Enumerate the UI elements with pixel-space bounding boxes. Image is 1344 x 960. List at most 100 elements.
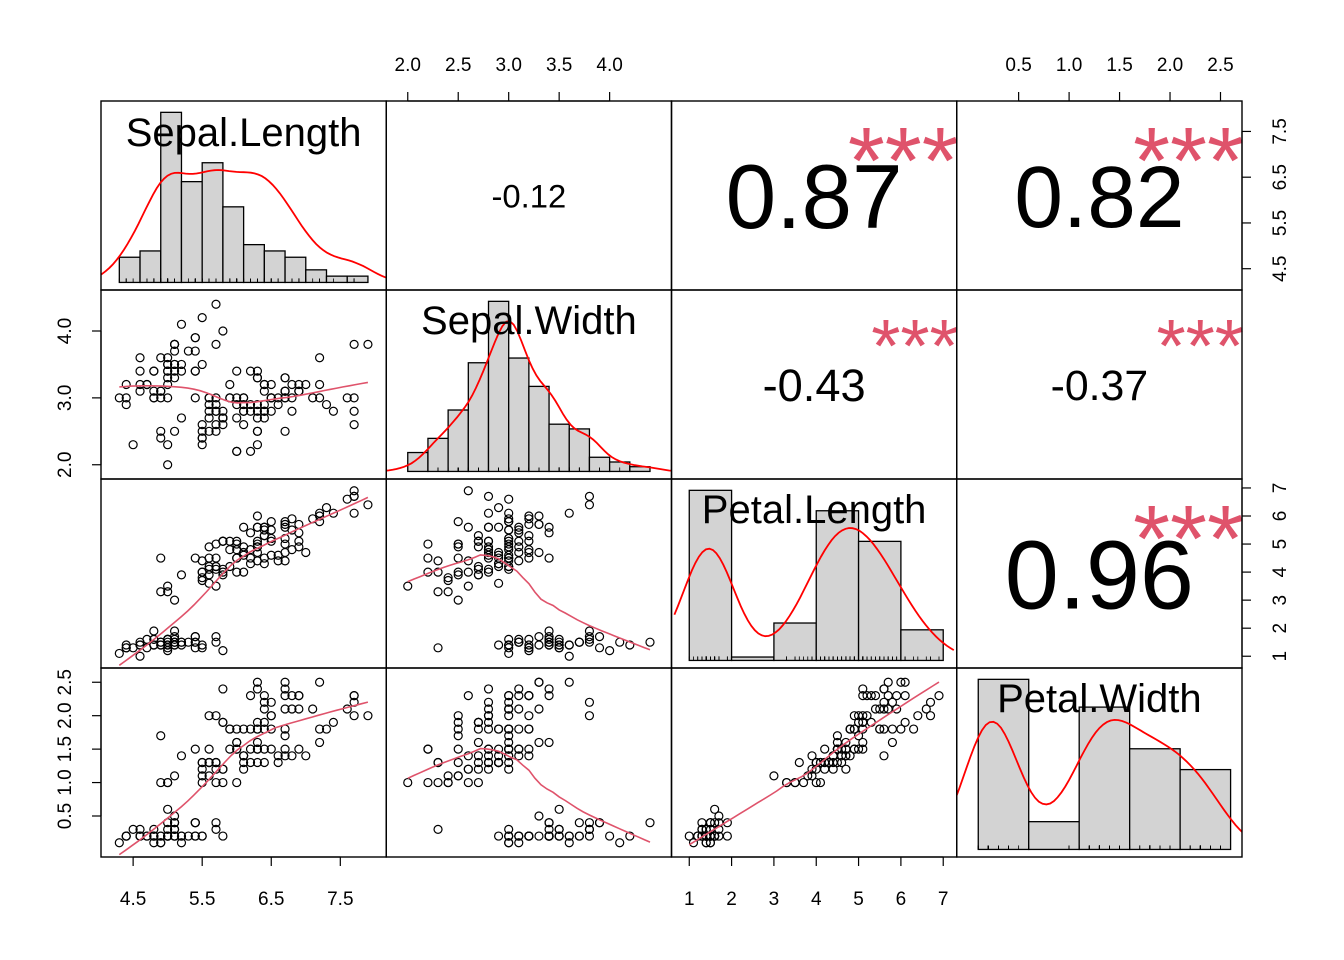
- data-point: [473, 751, 484, 761]
- data-point: [280, 522, 290, 532]
- data-point: [483, 567, 494, 577]
- data-point: [280, 677, 290, 687]
- data-point: [815, 777, 826, 788]
- data-point: [584, 634, 595, 645]
- data-point: [862, 711, 872, 721]
- data-point: [524, 724, 534, 734]
- data-point: [875, 724, 885, 734]
- data-point: [121, 399, 131, 410]
- data-point: [574, 818, 584, 828]
- data-point: [169, 346, 180, 356]
- tick-label: 2: [1270, 623, 1291, 634]
- data-point: [625, 640, 635, 650]
- data-point: [211, 426, 221, 436]
- data-point: [176, 838, 187, 848]
- data-point: [156, 433, 166, 443]
- data-point: [504, 751, 514, 761]
- data-point: [197, 764, 207, 774]
- data-point: [403, 777, 413, 788]
- histogram-bar: [118, 256, 141, 284]
- tick-label: 6.5: [258, 889, 284, 910]
- data-point: [564, 651, 574, 661]
- data-point: [176, 570, 187, 580]
- axis-top-sepal-width: 2.0 2.5 3.0 3.5 4.0: [395, 55, 623, 102]
- data-point: [483, 724, 494, 734]
- data-point: [218, 684, 228, 694]
- data-point: [688, 838, 699, 848]
- data-point: [514, 751, 524, 761]
- data-point: [169, 373, 180, 383]
- data-point: [197, 556, 207, 566]
- data-point: [433, 567, 443, 577]
- data-point: [514, 556, 524, 566]
- data-point: [514, 542, 524, 552]
- data-point: [584, 818, 595, 828]
- data-point: [841, 751, 851, 761]
- data-point: [156, 386, 166, 396]
- data-point: [493, 578, 504, 588]
- smooth-line: [118, 496, 369, 666]
- data-point: [218, 406, 228, 416]
- data-point: [453, 542, 463, 552]
- data-point: [473, 724, 484, 734]
- data-point: [169, 771, 180, 781]
- data-point: [701, 824, 711, 834]
- data-point: [483, 764, 494, 774]
- data-point: [584, 491, 595, 501]
- data-point: [190, 744, 200, 754]
- data-point: [473, 542, 484, 552]
- tick-label: 0.5: [1005, 55, 1031, 76]
- tick-label: 4.5: [1270, 256, 1291, 282]
- tick-label: 6.5: [1270, 164, 1291, 190]
- panel-content: [114, 486, 373, 666]
- tick-label: 2.5: [1207, 55, 1233, 76]
- data-point: [483, 751, 494, 761]
- histogram-bar: [1078, 706, 1131, 851]
- data-point: [197, 359, 207, 370]
- data-point: [156, 777, 166, 788]
- data-point: [128, 440, 138, 450]
- data-point: [564, 640, 574, 650]
- data-point: [149, 824, 159, 834]
- panel-petal-length-vs-sepal-length: [100, 478, 387, 669]
- data-point: [121, 379, 131, 390]
- data-point: [534, 704, 544, 714]
- data-point: [514, 637, 524, 647]
- data-point: [176, 413, 187, 423]
- histogram-bar: [201, 162, 224, 284]
- data-point: [225, 536, 235, 546]
- data-point: [564, 677, 574, 687]
- data-point: [259, 717, 269, 727]
- data-point: [514, 724, 524, 734]
- panel-petal-width-vs-petal-length: [670, 667, 958, 858]
- data-point: [287, 751, 297, 761]
- data-point: [266, 724, 276, 734]
- histogram-bar: [139, 250, 162, 284]
- data-point: [483, 711, 494, 721]
- data-point: [163, 646, 173, 656]
- data-point: [837, 751, 847, 761]
- data-point: [121, 831, 131, 841]
- data-point: [879, 751, 889, 761]
- data-point: [534, 737, 544, 748]
- data-point: [807, 771, 817, 781]
- data-point: [493, 522, 504, 532]
- data-point: [239, 399, 249, 410]
- tick-label: 2.5: [55, 669, 76, 695]
- correlation-value: 0.96: [1005, 520, 1194, 629]
- data-point: [349, 393, 359, 403]
- data-point: [423, 553, 433, 563]
- histogram-bar: [548, 423, 570, 473]
- data-point: [266, 393, 276, 403]
- tick-label: 1.5: [1106, 55, 1132, 76]
- data-point: [280, 386, 290, 396]
- data-point: [574, 637, 584, 647]
- panel-content: [386, 300, 672, 473]
- data-point: [584, 824, 595, 834]
- data-point: [710, 804, 720, 814]
- data-point: [314, 393, 325, 403]
- data-point: [225, 379, 235, 390]
- data-point: [554, 831, 564, 841]
- tick-label: 4.0: [596, 55, 622, 76]
